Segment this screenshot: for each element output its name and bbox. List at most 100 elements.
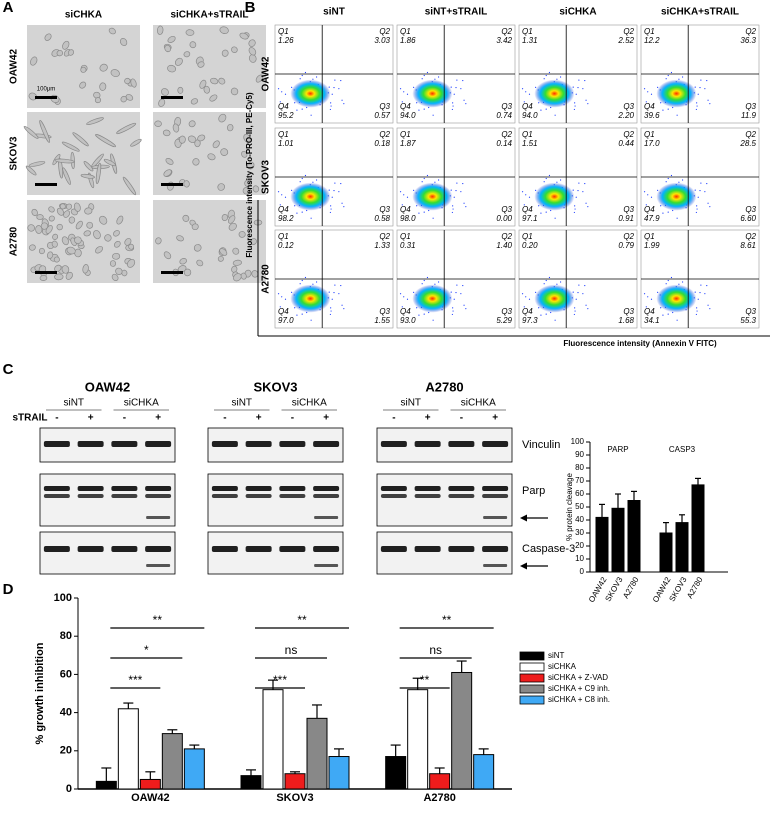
cell — [99, 215, 108, 225]
event-dot — [450, 291, 452, 293]
panel-label: A — [3, 0, 14, 16]
row-label: SKOV3 — [9, 136, 20, 170]
quadrant-value: 3.42 — [496, 36, 512, 45]
event-dot — [543, 78, 545, 80]
bar — [691, 484, 705, 573]
micrograph-bg — [27, 112, 140, 195]
quadrant-value: 98.2 — [278, 214, 294, 223]
event-dot — [328, 291, 330, 293]
quadrant-value: 0.74 — [496, 111, 512, 120]
band — [146, 516, 171, 519]
cell — [82, 264, 89, 274]
event-dot — [315, 76, 318, 78]
cell — [197, 61, 205, 68]
y-tick-label: 40 — [575, 515, 584, 524]
quadrant-name: Q1 — [522, 232, 533, 241]
cell — [93, 230, 101, 240]
band — [77, 486, 104, 491]
y-tick-label: 40 — [60, 707, 72, 719]
event-dot — [451, 313, 453, 316]
quadrant-name: Q4 — [522, 102, 533, 111]
quadrant-value: 17.0 — [644, 139, 660, 148]
cell — [163, 169, 172, 177]
y-tick-label: 20 — [60, 745, 72, 757]
cell — [231, 46, 238, 54]
cell — [83, 230, 91, 237]
event-dot — [460, 293, 462, 295]
event-dot — [452, 307, 454, 309]
cell-line: OAW42 — [85, 379, 131, 394]
event-dot — [657, 86, 659, 89]
event-dot — [696, 105, 698, 107]
quadrant-name: Q4 — [278, 102, 289, 111]
blot — [39, 427, 176, 463]
event-dot — [406, 93, 409, 95]
cell — [162, 129, 171, 137]
band — [111, 486, 138, 491]
cell — [114, 240, 121, 248]
quadrant-name: Q4 — [278, 205, 289, 214]
band — [146, 564, 171, 567]
event-dot — [643, 293, 646, 295]
protein-label: Caspase-3 — [522, 543, 575, 555]
strail-state: - — [223, 413, 226, 424]
legend-label: siCHKA — [548, 662, 577, 671]
flow-plot — [274, 127, 394, 227]
cell — [52, 233, 59, 240]
cell — [45, 225, 53, 234]
cell-line: A2780 — [425, 379, 463, 394]
flow-plot — [396, 229, 516, 329]
band — [314, 516, 339, 519]
cell — [252, 185, 260, 193]
band — [414, 494, 441, 498]
cell — [248, 39, 256, 47]
quadrant-value: 1.86 — [400, 36, 416, 45]
event-dot — [543, 181, 545, 183]
event-dot — [559, 76, 562, 78]
strail-state: + — [256, 413, 262, 424]
strail-state: + — [88, 413, 94, 424]
cell — [246, 161, 255, 170]
event-dot — [643, 191, 646, 193]
cell — [167, 35, 176, 44]
event-dot — [423, 108, 425, 110]
event-dot — [331, 93, 333, 95]
cell — [174, 57, 183, 66]
quadrant-name: Q3 — [745, 205, 756, 214]
cell — [54, 273, 64, 281]
event-dot — [585, 304, 587, 306]
event-dot — [647, 91, 649, 93]
event-dot — [665, 78, 667, 80]
quadrant-name: Q1 — [644, 27, 655, 36]
event-dot — [545, 74, 547, 77]
density — [656, 182, 697, 211]
y-tick-label: 30 — [575, 528, 584, 537]
cell — [65, 271, 73, 280]
cell — [79, 81, 87, 89]
event-dot — [670, 71, 673, 74]
event-dot — [312, 78, 314, 80]
event-dot — [299, 78, 301, 80]
band — [145, 546, 172, 552]
event-dot — [650, 298, 653, 300]
event-dot — [281, 194, 283, 196]
cell — [27, 224, 35, 232]
event-dot — [399, 293, 402, 295]
band — [279, 494, 306, 498]
event-dot — [665, 181, 667, 183]
scale-bar — [161, 96, 183, 99]
cell — [48, 206, 55, 213]
event-dot — [548, 276, 551, 279]
band — [483, 516, 508, 519]
event-dot — [706, 284, 708, 287]
quadrant-name: Q1 — [278, 130, 289, 139]
event-dot — [521, 88, 524, 90]
cell — [61, 236, 69, 246]
significance-label: ns — [285, 643, 298, 657]
event-dot — [650, 93, 653, 95]
event-dot — [296, 314, 298, 316]
event-dot — [329, 108, 331, 111]
event-dot — [277, 88, 280, 90]
cell — [95, 134, 116, 148]
event-dot — [575, 93, 577, 95]
